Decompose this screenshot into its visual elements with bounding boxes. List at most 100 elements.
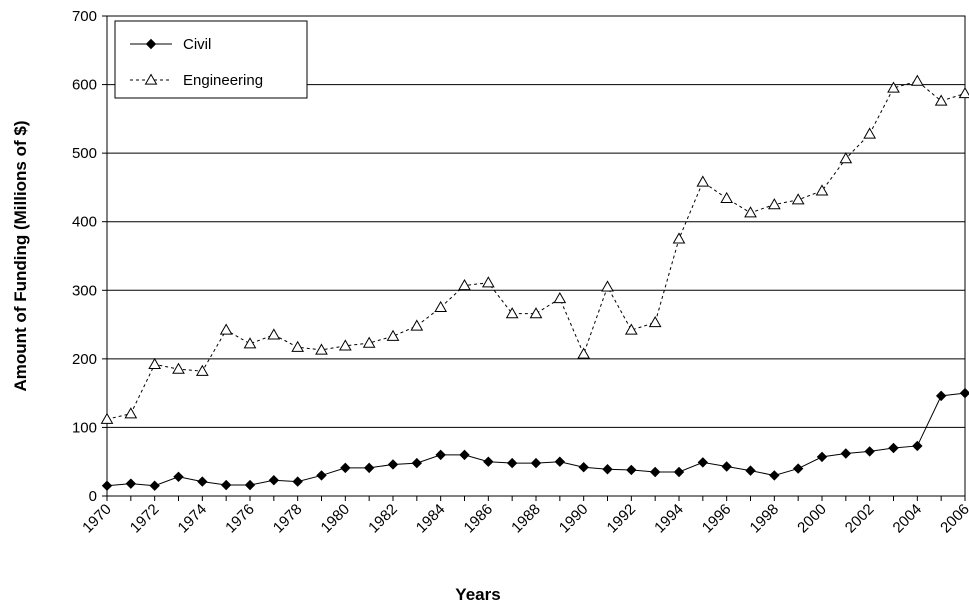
data-point: [435, 449, 446, 461]
x-tick-label: 1986: [461, 501, 497, 537]
legend-marker: [144, 73, 158, 85]
data-point: [720, 191, 734, 204]
data-point: [553, 292, 567, 304]
data-point: [316, 470, 327, 481]
y-tick-label: 700: [72, 8, 97, 25]
x-tick-label: 2000: [794, 501, 830, 537]
x-tick-label: 1976: [222, 501, 258, 537]
data-point: [910, 74, 924, 86]
y-tick-label: 300: [72, 282, 97, 299]
data-point: [125, 478, 137, 489]
x-tick-label: 1992: [604, 501, 640, 537]
y-tick-label: 0: [89, 488, 97, 505]
data-point: [101, 480, 113, 491]
data-point: [649, 466, 661, 478]
x-tick-label: 1984: [413, 501, 449, 537]
x-tick-label: 1998: [747, 501, 783, 537]
data-point: [244, 479, 256, 491]
data-point: [315, 343, 328, 355]
x-tick-label: 1978: [270, 501, 306, 537]
data-point: [626, 464, 637, 476]
x-tick-label: 1982: [365, 501, 401, 537]
x-tick-label: 2002: [842, 501, 878, 537]
series-line: [106, 80, 966, 420]
data-point: [172, 362, 185, 374]
data-point: [888, 442, 899, 454]
x-tick-label: 1988: [508, 501, 544, 537]
x-tick-label: 2004: [890, 501, 926, 537]
data-point: [767, 198, 781, 210]
data-point: [554, 456, 566, 467]
data-point: [149, 480, 160, 491]
y-axis-title: Amount of Funding (Millions of $): [11, 121, 30, 392]
data-point: [458, 278, 471, 291]
data-point: [387, 459, 399, 470]
data-point: [530, 457, 542, 469]
x-tick-label: 1980: [318, 501, 354, 537]
legend-item-engineering: Engineering: [130, 72, 263, 89]
data-point: [459, 449, 470, 461]
axes: [102, 15, 966, 501]
x-tick-label: 1970: [79, 501, 115, 537]
series-line: [106, 392, 966, 487]
data-point: [363, 462, 375, 474]
x-tick-label: 1972: [127, 501, 163, 537]
data-point: [268, 475, 280, 486]
data-point: [386, 329, 400, 341]
y-tick-label: 200: [72, 351, 97, 368]
data-point: [197, 476, 208, 487]
data-point: [292, 476, 303, 487]
series-civil: [101, 387, 969, 491]
data-point: [148, 357, 162, 369]
data-point: [624, 323, 638, 335]
data-point: [340, 462, 351, 474]
legend-label: Engineering: [183, 72, 263, 89]
data-point: [912, 440, 923, 452]
data-point: [124, 407, 138, 419]
x-tick-label: 2006: [937, 501, 969, 537]
data-point: [744, 206, 757, 218]
data-point: [887, 81, 900, 93]
data-point: [291, 340, 305, 352]
data-point: [672, 232, 686, 244]
data-point: [864, 446, 875, 457]
data-point: [267, 328, 281, 340]
series-layer: [100, 74, 969, 491]
data-point: [721, 461, 732, 472]
data-point: [362, 336, 376, 348]
x-tick-label: 1994: [651, 501, 687, 537]
data-point: [483, 456, 494, 467]
y-tick-label: 100: [72, 419, 97, 436]
data-point: [410, 319, 424, 331]
data-point: [648, 316, 662, 328]
data-point: [935, 390, 947, 402]
data-point: [577, 347, 591, 359]
data-point: [481, 276, 495, 288]
data-point: [195, 364, 209, 376]
data-point: [863, 127, 877, 139]
y-tick-labels: 0 100 200 300 400 500 600 700: [72, 8, 97, 505]
data-point: [673, 466, 685, 478]
series-engineering: [100, 74, 969, 424]
data-point: [934, 94, 948, 106]
data-point: [816, 451, 828, 463]
x-axis-title: Years: [455, 585, 500, 604]
data-point: [697, 457, 709, 468]
y-tick-label: 600: [72, 77, 97, 94]
data-point: [815, 184, 829, 196]
data-point: [434, 300, 448, 313]
data-point: [578, 461, 589, 473]
x-tick-label: 1974: [175, 501, 211, 537]
data-point: [411, 457, 423, 469]
y-tick-label: 500: [72, 145, 97, 162]
data-point: [958, 86, 969, 99]
legend-box: [114, 20, 308, 99]
data-point: [173, 471, 184, 483]
data-point: [220, 479, 232, 491]
data-point: [959, 387, 969, 399]
data-point: [696, 175, 710, 187]
data-point: [840, 448, 852, 459]
y-tick-label: 400: [72, 214, 97, 231]
data-point: [505, 307, 519, 319]
